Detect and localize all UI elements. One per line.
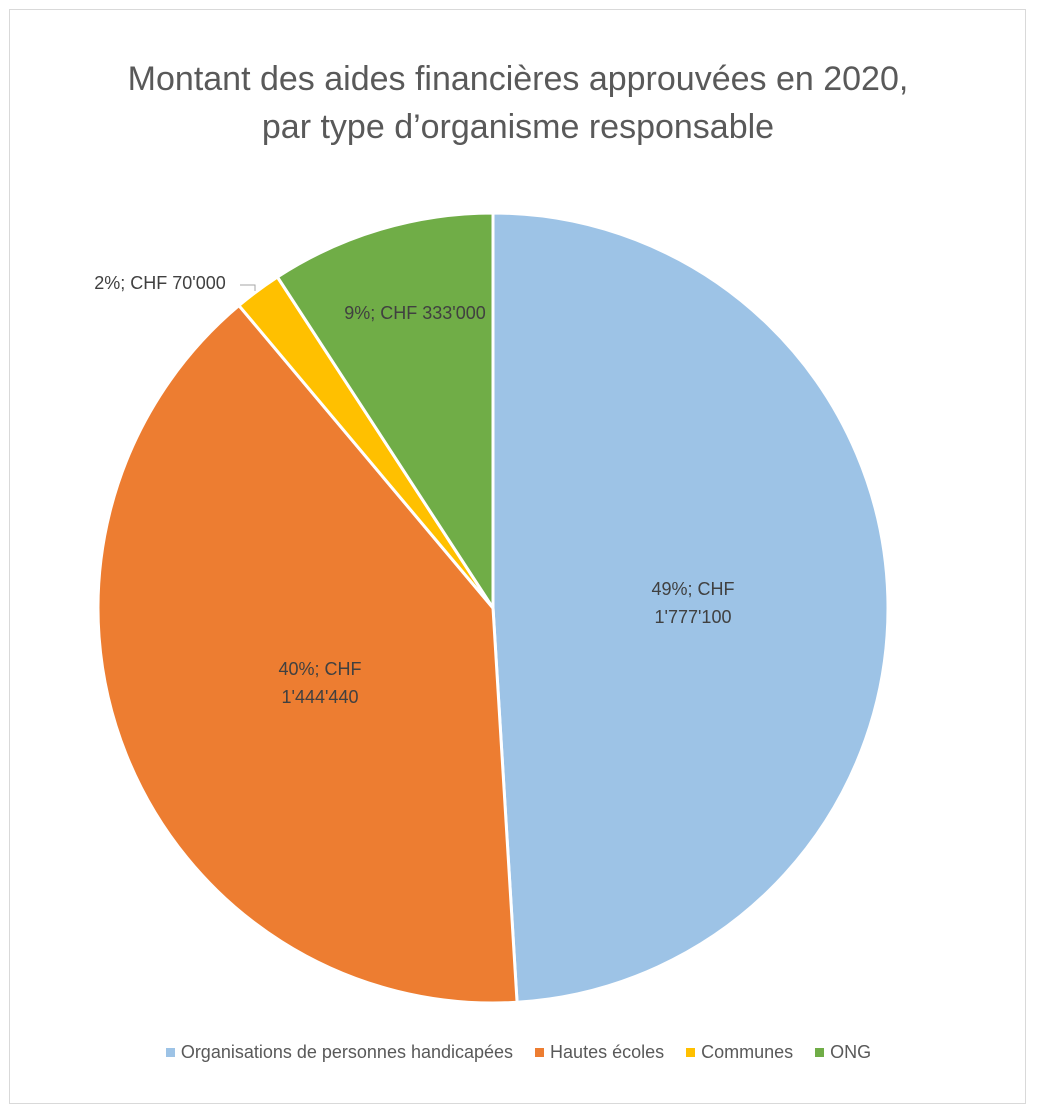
data-label: 40%; CHF 1'444'440 — [278, 659, 362, 707]
legend-label: Communes — [701, 1042, 794, 1062]
legend-swatch — [686, 1048, 696, 1057]
legend-item: Communes — [686, 1042, 793, 1063]
data-label: 2%; CHF 70'000 — [94, 273, 226, 293]
data-label: 49%; CHF 1'777'100 — [651, 579, 735, 627]
pie-slice — [491, 211, 890, 1004]
legend-item: Hautes écoles — [535, 1042, 664, 1063]
legend-label: Hautes écoles — [550, 1042, 665, 1062]
legend-swatch — [535, 1048, 545, 1057]
leader-line — [240, 284, 256, 291]
legend-swatch — [165, 1048, 175, 1057]
chart-frame — [9, 9, 1026, 1104]
legend: Organisations de personnes handicapées Ha… — [0, 1042, 1037, 1063]
data-label: 9%; CHF 333'000 — [344, 303, 486, 323]
legend-item: Organisations de personnes handicapées — [165, 1042, 514, 1063]
pie-slice — [96, 303, 519, 1005]
legend-item: ONG — [815, 1042, 871, 1063]
legend-swatch — [815, 1048, 825, 1057]
legend-label: Organisations de personnes handicapées — [180, 1042, 514, 1062]
legend-label: ONG — [830, 1042, 872, 1062]
pie-slice — [275, 211, 495, 614]
chart-title: Montant des aides financières approuvées… — [127, 60, 909, 146]
